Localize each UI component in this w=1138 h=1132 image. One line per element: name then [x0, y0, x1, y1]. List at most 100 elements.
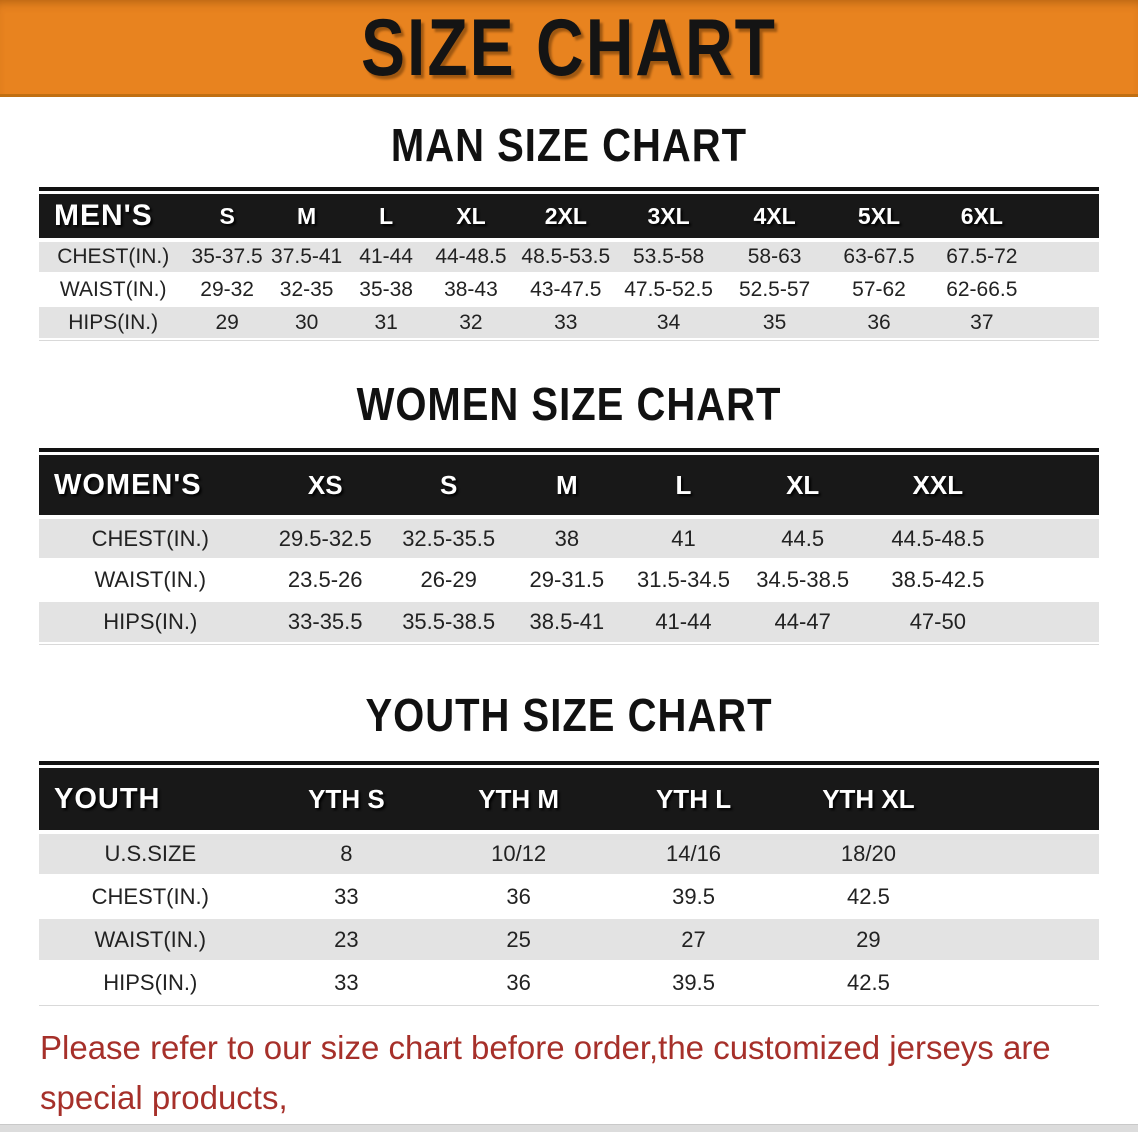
spacer-cell — [1033, 273, 1099, 307]
spacer-cell — [1033, 240, 1099, 274]
size-value-cell: 47-50 — [863, 601, 1013, 644]
table-row: CHEST(IN.) 35-37.5 37.5-41 41-44 44-48.5… — [39, 240, 1099, 274]
size-column-header: S — [187, 194, 267, 242]
men-table-label: MEN'S — [39, 194, 188, 242]
size-value-cell: 29 — [780, 918, 956, 962]
size-value-cell: 10/12 — [431, 832, 607, 876]
size-value-cell: 35 — [721, 306, 828, 340]
size-value-cell: 34 — [615, 306, 722, 340]
women-section-title-text: WOMEN SIZE CHART — [356, 379, 782, 431]
size-value-cell: 33 — [261, 961, 432, 1005]
youth-size-table: YOUTH YTH S YTH M YTH L YTH XL U.S.SIZE … — [39, 768, 1099, 1005]
size-value-cell: 67.5-72 — [930, 240, 1034, 274]
women-header-row: WOMEN'S XS S M L XL XXL — [39, 455, 1099, 519]
row-label: WAIST(IN.) — [39, 559, 262, 602]
spacer-cell — [955, 768, 1099, 834]
youth-header-row: YOUTH YTH S YTH M YTH L YTH XL — [39, 768, 1099, 834]
size-value-cell: 36 — [431, 961, 607, 1005]
size-column-header: 3XL — [615, 194, 722, 242]
row-label: HIPS(IN.) — [39, 601, 262, 644]
size-value-cell: 32-35 — [266, 273, 347, 307]
size-column-header: YTH S — [261, 768, 432, 834]
size-value-cell: 42.5 — [780, 875, 956, 919]
size-value-cell: 31 — [346, 306, 426, 340]
table-row: CHEST(IN.) 33 36 39.5 42.5 — [39, 875, 1099, 919]
size-value-cell: 34.5-38.5 — [741, 559, 864, 602]
size-value-cell: 44.5 — [741, 517, 864, 560]
size-value-cell: 52.5-57 — [721, 273, 828, 307]
table-row: HIPS(IN.) 33-35.5 35.5-38.5 38.5-41 41-4… — [39, 601, 1099, 644]
size-value-cell: 33 — [261, 875, 432, 919]
spacer-cell — [1012, 517, 1099, 560]
size-value-cell: 39.5 — [606, 961, 781, 1005]
size-value-cell: 37 — [930, 306, 1034, 340]
table-row: HIPS(IN.) 29 30 31 32 33 34 35 36 37 — [39, 306, 1099, 340]
spacer-cell — [955, 832, 1099, 876]
size-value-cell: 44-47 — [741, 601, 864, 644]
youth-table-label: YOUTH — [39, 768, 262, 834]
youth-table-frame: YOUTH YTH S YTH M YTH L YTH XL U.S.SIZE … — [39, 761, 1099, 1006]
size-value-cell: 26-29 — [388, 559, 509, 602]
size-value-cell: 58-63 — [721, 240, 828, 274]
size-value-cell: 29-31.5 — [508, 559, 626, 602]
size-value-cell: 38.5-41 — [508, 601, 626, 644]
size-value-cell: 32.5-35.5 — [388, 517, 509, 560]
row-label: U.S.SIZE — [39, 832, 262, 876]
disclaimer-line-1: Please refer to our size chart before or… — [40, 1029, 1051, 1116]
size-value-cell: 25 — [431, 918, 607, 962]
spacer-cell — [1033, 194, 1099, 242]
men-header-row: MEN'S S M L XL 2XL 3XL 4XL 5XL 6XL — [39, 194, 1099, 242]
size-column-header: XL — [741, 455, 864, 519]
size-value-cell: 32 — [425, 306, 516, 340]
size-value-cell: 44-48.5 — [425, 240, 516, 274]
size-value-cell: 30 — [266, 306, 347, 340]
size-column-header: XL — [425, 194, 516, 242]
row-label: HIPS(IN.) — [39, 306, 188, 340]
spacer-cell — [1033, 306, 1099, 340]
size-value-cell: 47.5-52.5 — [615, 273, 722, 307]
table-row: CHEST(IN.) 29.5-32.5 32.5-35.5 38 41 44.… — [39, 517, 1099, 560]
page-title: SIZE CHART — [361, 1, 777, 93]
size-column-header: S — [388, 455, 509, 519]
bottom-edge-strip — [0, 1124, 1138, 1132]
size-column-header: XS — [261, 455, 389, 519]
size-value-cell: 38-43 — [425, 273, 516, 307]
size-value-cell: 41 — [625, 517, 742, 560]
table-row: HIPS(IN.) 33 36 39.5 42.5 — [39, 961, 1099, 1005]
size-column-header: YTH L — [606, 768, 781, 834]
youth-section-title: YOUTH SIZE CHART — [0, 691, 1138, 742]
size-column-header: L — [625, 455, 742, 519]
size-column-header: M — [508, 455, 626, 519]
table-row: U.S.SIZE 8 10/12 14/16 18/20 — [39, 832, 1099, 876]
men-size-table: MEN'S S M L XL 2XL 3XL 4XL 5XL 6XL CHEST… — [39, 194, 1099, 340]
size-value-cell: 48.5-53.5 — [515, 240, 616, 274]
size-value-cell: 62-66.5 — [930, 273, 1034, 307]
table-row: WAIST(IN.) 29-32 32-35 35-38 38-43 43-47… — [39, 273, 1099, 307]
size-value-cell: 57-62 — [827, 273, 931, 307]
size-column-header: M — [266, 194, 347, 242]
row-label: CHEST(IN.) — [39, 240, 188, 274]
size-value-cell: 36 — [827, 306, 931, 340]
row-label: WAIST(IN.) — [39, 918, 262, 962]
size-value-cell: 29-32 — [187, 273, 267, 307]
size-value-cell: 23.5-26 — [261, 559, 389, 602]
size-column-header: 5XL — [827, 194, 931, 242]
size-value-cell: 44.5-48.5 — [863, 517, 1013, 560]
row-label: HIPS(IN.) — [39, 961, 262, 1005]
size-value-cell: 18/20 — [780, 832, 956, 876]
men-section-title-text: MAN SIZE CHART — [390, 120, 748, 172]
size-value-cell: 8 — [261, 832, 432, 876]
size-value-cell: 33-35.5 — [261, 601, 389, 644]
table-row: WAIST(IN.) 23 25 27 29 — [39, 918, 1099, 962]
row-label: WAIST(IN.) — [39, 273, 188, 307]
size-value-cell: 37.5-41 — [266, 240, 347, 274]
men-section-title: MAN SIZE CHART — [0, 121, 1138, 172]
size-value-cell: 29 — [187, 306, 267, 340]
women-table-label: WOMEN'S — [39, 455, 262, 519]
table-row: WAIST(IN.) 23.5-26 26-29 29-31.5 31.5-34… — [39, 559, 1099, 602]
women-table-frame: WOMEN'S XS S M L XL XXL CHEST(IN.) 29.5-… — [39, 448, 1099, 645]
size-value-cell: 42.5 — [780, 961, 956, 1005]
row-label: CHEST(IN.) — [39, 517, 262, 560]
size-value-cell: 41-44 — [346, 240, 426, 274]
